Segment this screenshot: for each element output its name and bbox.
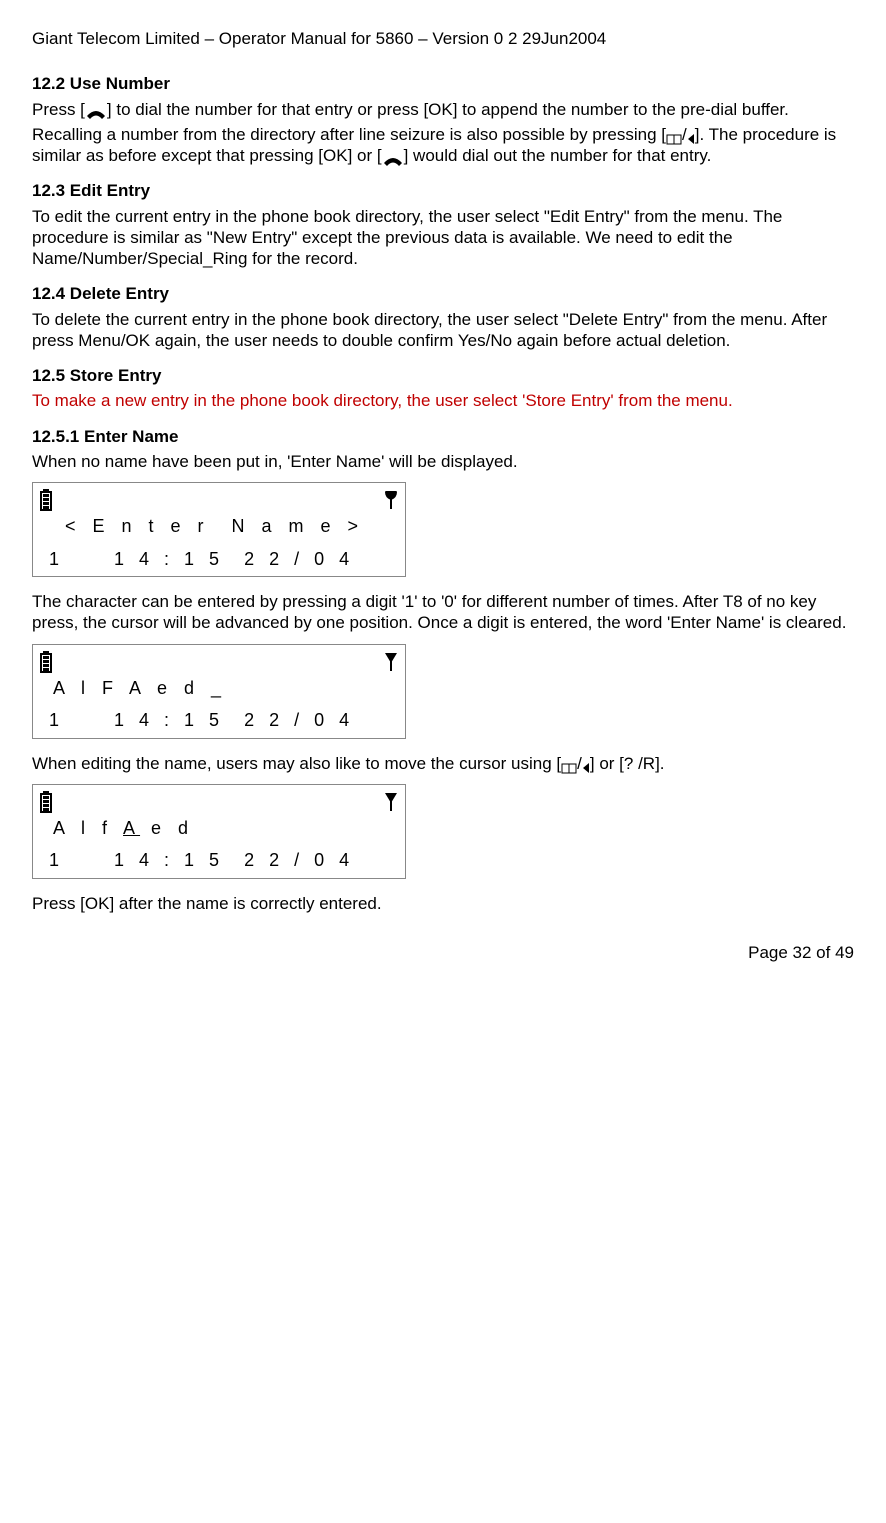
para-12-5-1-d: Press [OK] after the name is correctly e…	[32, 893, 854, 914]
para-12-5-1-b: The character can be entered by pressing…	[32, 591, 854, 634]
heading-12-4: 12.4 Delete Entry	[32, 283, 854, 304]
heading-12-2: 12.2 Use Number	[32, 73, 854, 94]
battery-icon	[39, 791, 53, 813]
para-12-4: To delete the current entry in the phone…	[32, 309, 854, 352]
lcd-bottom-2: 1 1 4 : 1 5 2 2 / 0 4	[39, 703, 399, 732]
lcd-display-3: A l f A e d 1 1 4 : 1 5 2 2 / 0 4	[32, 784, 406, 879]
lcd-display-2: A l F A e d _ 1 1 4 : 1 5 2 2 / 0 4	[32, 644, 406, 739]
heading-12-5: 12.5 Store Entry	[32, 365, 854, 386]
phone-icon	[382, 151, 404, 163]
para-12-5-1-c: When editing the name, users may also li…	[32, 753, 854, 774]
lcd-line-3: A l f A e d	[39, 815, 399, 844]
document-header: Giant Telecom Limited – Operator Manual …	[32, 28, 854, 49]
lcd-display-1: < E n t e r N a m e > 1 1 4 : 1 5 2 2 / …	[32, 482, 406, 577]
para-12-2-a: Press [] to dial the number for that ent…	[32, 99, 854, 120]
battery-icon	[39, 651, 53, 673]
page-footer: Page 32 of 49	[32, 942, 854, 963]
heading-12-3: 12.3 Edit Entry	[32, 180, 854, 201]
battery-icon	[39, 489, 53, 511]
book-icon	[561, 758, 577, 770]
left-arrow-icon	[582, 758, 590, 770]
para-12-5: To make a new entry in the phone book di…	[32, 390, 854, 411]
para-12-2-b: Recalling a number from the directory af…	[32, 124, 854, 167]
heading-12-5-1: 12.5.1 Enter Name	[32, 426, 854, 447]
lcd-line-1: < E n t e r N a m e >	[39, 513, 399, 542]
left-arrow-icon	[687, 129, 695, 141]
para-12-5-1-a: When no name have been put in, 'Enter Na…	[32, 451, 854, 472]
signal-icon	[383, 651, 399, 673]
lcd-bottom-3: 1 1 4 : 1 5 2 2 / 0 4	[39, 843, 399, 872]
lcd-line-2: A l F A e d _	[39, 675, 399, 704]
book-icon	[666, 129, 682, 141]
signal-icon	[383, 489, 399, 511]
lcd-bottom-1: 1 1 4 : 1 5 2 2 / 0 4	[39, 542, 399, 571]
signal-icon	[383, 791, 399, 813]
para-12-3: To edit the current entry in the phone b…	[32, 206, 854, 270]
phone-icon	[85, 104, 107, 116]
